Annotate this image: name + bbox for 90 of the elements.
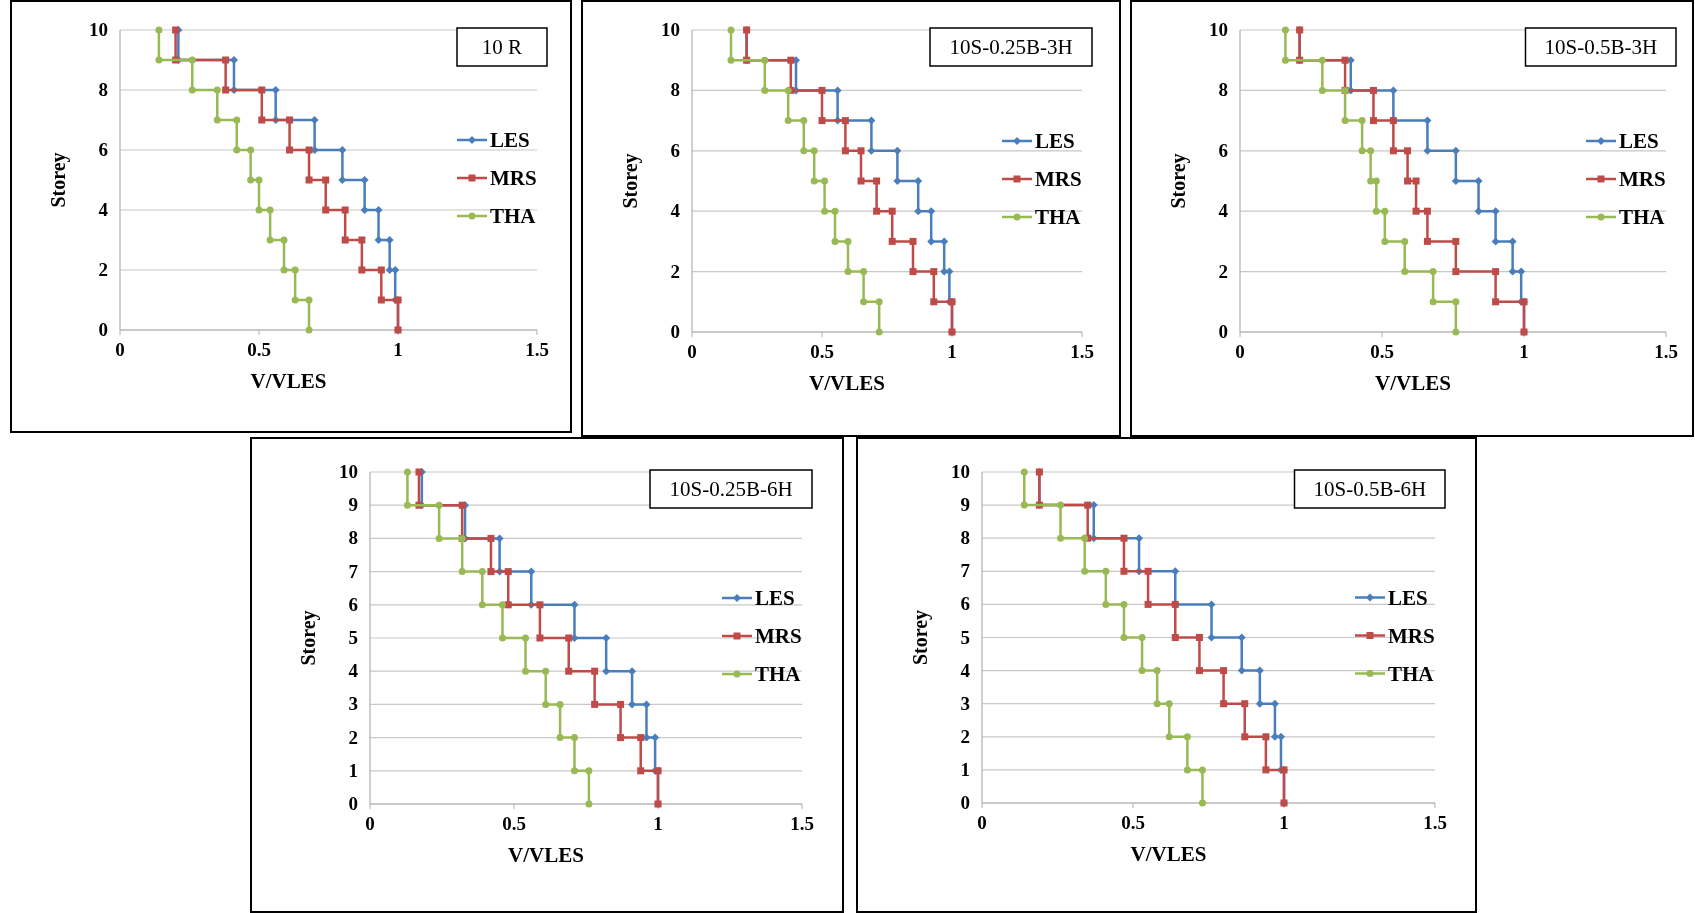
y-tick-label: 4 [98,199,109,220]
y-tick-label: 2 [1218,260,1228,282]
legend-label: MRS [1388,623,1435,648]
y-tick-label: 10 [1209,19,1228,40]
x-axis-title: V/VLES [508,843,584,867]
x-tick-label: 0.5 [810,341,834,362]
y-tick-label: 6 [348,593,358,615]
y-tick-label: 2 [98,259,108,280]
x-tick-label: 1 [653,813,663,834]
y-tick-label: 5 [960,626,970,648]
y-tick-label: 1 [348,759,358,781]
y-tick-label: 7 [348,560,359,582]
y-tick-label: 4 [670,200,681,222]
y-tick-label: 6 [670,139,680,161]
y-tick-label: 5 [348,627,358,648]
x-tick-label: 0 [1235,341,1245,362]
legend-label: MRS [1035,167,1082,191]
x-axis-title: V/VLES [1375,371,1451,395]
chart-title: 10S-0.5B-3H [1544,35,1658,59]
y-tick-label: 0 [348,793,358,814]
legend-label: LES [1035,129,1075,153]
y-tick-label: 4 [960,659,971,681]
y-tick-label: 2 [348,726,358,748]
y-tick-label: 2 [670,260,680,282]
x-tick-label: 0.5 [502,813,526,834]
y-tick-label: 3 [348,693,358,715]
x-tick-label: 1.5 [525,339,549,360]
y-axis-title: Storey [909,609,932,666]
y-tick-label: 4 [1218,200,1229,222]
legend-label: THA [755,662,802,686]
y-tick-label: 7 [960,560,971,582]
legend-label: LES [1619,129,1659,153]
y-tick-label: 6 [98,139,108,160]
y-tick-label: 0 [1218,321,1228,342]
chart-title: 10S-0.5B-6H [1313,477,1427,501]
legend-label: THA [1388,661,1435,686]
y-tick-label: 8 [960,527,970,549]
chart-title: 10 R [481,35,523,59]
y-axis-title: Storey [47,152,70,208]
x-axis-title: V/VLES [809,371,885,395]
y-tick-label: 9 [960,494,970,516]
x-axis-title: V/VLES [250,369,327,393]
y-tick-label: 10 [339,461,358,482]
y-axis-title: Storey [619,153,642,209]
y-axis-title: Storey [297,610,320,666]
y-axis-title: Storey [1167,153,1190,209]
x-axis-title: V/VLES [1130,842,1207,866]
y-tick-label: 4 [348,660,359,682]
legend-label: MRS [755,624,802,648]
y-tick-label: 0 [98,319,108,340]
y-tick-label: 8 [348,527,358,549]
y-tick-label: 8 [98,79,108,100]
y-tick-label: 1 [960,758,970,780]
y-tick-label: 6 [1218,139,1228,161]
x-tick-label: 1.5 [1654,341,1678,362]
x-tick-label: 0 [365,813,375,834]
x-tick-label: 1 [393,339,403,360]
legend-label: LES [755,586,795,610]
y-tick-label: 0 [960,792,970,813]
x-tick-label: 1.5 [790,813,814,834]
y-tick-label: 6 [960,593,970,615]
y-tick-label: 8 [1218,79,1228,101]
x-tick-label: 1 [947,341,957,362]
legend-label: MRS [1619,167,1666,191]
x-tick-label: 0 [115,339,125,360]
x-tick-label: 0 [977,812,987,833]
y-tick-label: 3 [960,692,970,714]
x-tick-label: 0.5 [1121,812,1145,833]
x-tick-label: 1.5 [1423,812,1447,833]
x-tick-label: 0.5 [247,339,271,360]
legend-label: MRS [490,166,537,190]
y-tick-label: 0 [670,321,680,342]
x-tick-label: 1.5 [1070,341,1094,362]
y-tick-label: 2 [960,725,970,747]
y-tick-label: 10 [951,461,970,482]
chart-title: 10S-0.25B-3H [949,35,1073,59]
x-tick-label: 0.5 [1370,341,1394,362]
x-tick-label: 1 [1519,341,1529,362]
y-tick-label: 9 [348,494,358,516]
y-tick-label: 10 [661,19,680,40]
y-tick-label: 8 [670,79,680,101]
x-tick-label: 1 [1279,812,1289,833]
legend-label: LES [1388,585,1428,610]
legend-label: THA [490,204,537,228]
legend-label: THA [1035,205,1082,229]
chart-title: 10S-0.25B-6H [669,477,793,501]
x-tick-label: 0 [687,341,697,362]
y-tick-label: 10 [89,19,108,40]
legend-label: LES [490,128,530,152]
legend-label: THA [1619,205,1666,229]
